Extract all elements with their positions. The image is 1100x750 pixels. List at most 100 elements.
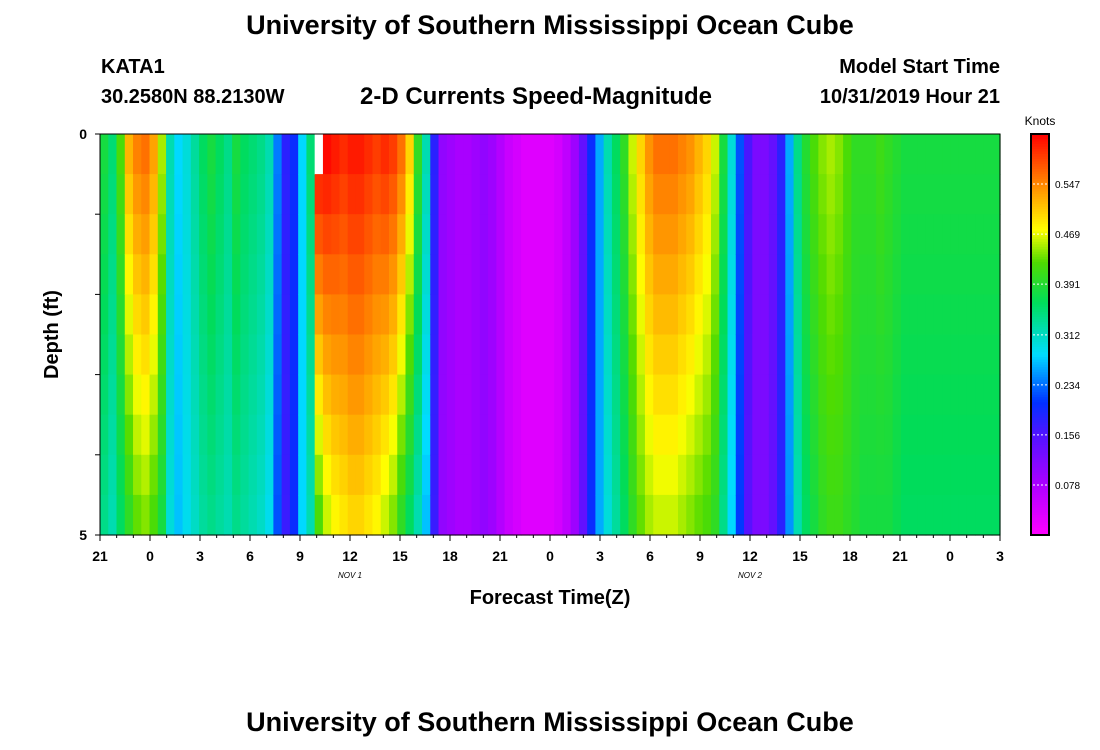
heat-cell bbox=[215, 374, 225, 416]
x-tick-label: 3 bbox=[196, 548, 204, 564]
colorbar-tick-label: 0.469 bbox=[1055, 230, 1080, 241]
colorbar-swatch bbox=[1031, 279, 1049, 283]
heat-cell bbox=[603, 134, 613, 175]
heat-cell bbox=[578, 254, 588, 295]
heat-cell bbox=[768, 254, 778, 295]
heat-cell bbox=[488, 254, 497, 295]
heat-cell bbox=[711, 374, 720, 416]
heat-cell bbox=[157, 414, 167, 456]
colorbar-swatch bbox=[1031, 417, 1049, 421]
heat-cell bbox=[620, 374, 630, 416]
heat-cell bbox=[694, 334, 704, 376]
heat-cell bbox=[479, 134, 489, 175]
heat-cell bbox=[793, 294, 803, 336]
heat-cell bbox=[966, 294, 976, 336]
heat-cell bbox=[256, 174, 266, 215]
heat-cell bbox=[702, 174, 712, 215]
heat-cell bbox=[232, 414, 241, 456]
heat-cell bbox=[306, 414, 316, 456]
colorbar-swatch bbox=[1031, 174, 1049, 178]
heat-cell bbox=[595, 374, 605, 416]
heat-cell bbox=[702, 494, 712, 536]
heat-cell bbox=[570, 294, 580, 336]
heat-cell bbox=[694, 414, 704, 456]
heat-cell bbox=[265, 454, 274, 496]
heat-cell bbox=[711, 174, 720, 215]
heat-cell bbox=[834, 254, 844, 295]
heat-cell bbox=[256, 134, 266, 175]
colorbar-swatch bbox=[1031, 249, 1049, 253]
heat-cell bbox=[413, 374, 423, 416]
heat-cell bbox=[455, 494, 464, 536]
heat-cell bbox=[199, 454, 208, 496]
heat-cell bbox=[851, 134, 861, 175]
heat-cell bbox=[471, 294, 481, 336]
heat-cell bbox=[744, 494, 753, 536]
heat-cell bbox=[876, 414, 886, 456]
heat-cell bbox=[521, 374, 530, 416]
colorbar-swatch bbox=[1031, 427, 1049, 431]
heat-cell bbox=[570, 374, 580, 416]
heat-cell bbox=[983, 494, 993, 536]
heat-cell bbox=[397, 454, 407, 496]
heat-cell bbox=[199, 294, 208, 336]
heat-cell bbox=[430, 454, 440, 496]
heat-cell bbox=[124, 494, 134, 536]
colorbar-swatch bbox=[1031, 524, 1049, 528]
colorbar-swatch bbox=[1031, 389, 1049, 393]
heat-cell bbox=[570, 454, 580, 496]
heat-cell bbox=[545, 134, 555, 175]
heat-cell bbox=[661, 494, 671, 536]
heat-cell bbox=[100, 414, 109, 456]
heat-cell bbox=[355, 494, 365, 536]
heat-cell bbox=[289, 454, 299, 496]
heat-cell bbox=[529, 134, 539, 175]
colorbar-swatch bbox=[1031, 374, 1049, 378]
heat-cell bbox=[620, 494, 630, 536]
heat-cell bbox=[273, 454, 283, 496]
heat-cell bbox=[529, 214, 539, 255]
heat-cell bbox=[298, 494, 308, 536]
heat-cell bbox=[289, 214, 299, 255]
heat-cell bbox=[562, 134, 572, 175]
heat-cell bbox=[174, 374, 184, 416]
colorbar-swatch bbox=[1031, 306, 1049, 310]
heat-cell bbox=[141, 414, 151, 456]
heat-cell bbox=[958, 214, 968, 255]
heat-cell bbox=[215, 294, 225, 336]
heat-cell bbox=[818, 494, 828, 536]
heat-cell bbox=[430, 294, 440, 336]
heat-cell bbox=[496, 214, 506, 255]
heat-cell bbox=[455, 214, 464, 255]
x-tick-label: 21 bbox=[492, 548, 508, 564]
heat-cell bbox=[917, 414, 927, 456]
heat-cell bbox=[554, 214, 563, 255]
heat-cell bbox=[983, 254, 993, 295]
heat-cell bbox=[711, 414, 720, 456]
heat-cell bbox=[529, 374, 539, 416]
heat-cell bbox=[975, 294, 985, 336]
heat-cell bbox=[826, 174, 836, 215]
heat-cell bbox=[991, 454, 1001, 496]
heat-cell bbox=[331, 334, 341, 376]
heat-cell bbox=[711, 334, 720, 376]
colorbar-swatch bbox=[1031, 199, 1049, 203]
heat-cell bbox=[413, 134, 423, 175]
heat-cell bbox=[430, 254, 440, 295]
heat-cell bbox=[108, 374, 118, 416]
heat-cell bbox=[628, 454, 638, 496]
heat-cell bbox=[413, 214, 423, 255]
heat-cell bbox=[686, 414, 696, 456]
heat-cell bbox=[422, 454, 431, 496]
heat-cell bbox=[190, 294, 200, 336]
heat-cell bbox=[958, 374, 968, 416]
colorbar-swatch bbox=[1031, 409, 1049, 413]
heat-cell bbox=[174, 494, 184, 536]
heat-cell bbox=[933, 414, 943, 456]
heat-cell bbox=[446, 294, 456, 336]
heat-cell bbox=[430, 334, 440, 376]
heat-cell bbox=[760, 494, 770, 536]
heat-cell bbox=[405, 414, 415, 456]
x-tick-label: 0 bbox=[146, 548, 154, 564]
heat-cell bbox=[182, 494, 192, 536]
